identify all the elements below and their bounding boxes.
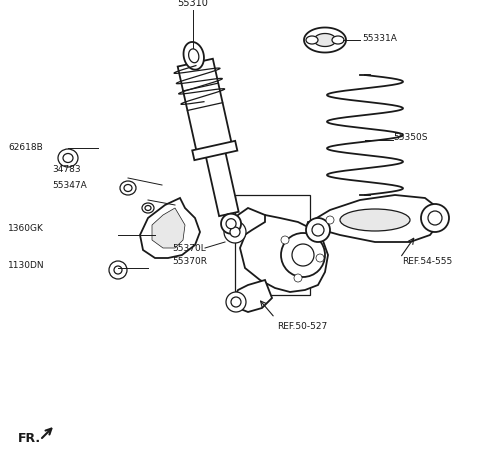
- Circle shape: [224, 221, 246, 243]
- Text: 55347A: 55347A: [52, 181, 87, 190]
- Circle shape: [326, 216, 334, 224]
- Ellipse shape: [124, 184, 132, 191]
- Polygon shape: [232, 208, 265, 238]
- Text: 55350S: 55350S: [393, 134, 428, 143]
- Circle shape: [281, 236, 289, 244]
- Polygon shape: [183, 42, 204, 70]
- Ellipse shape: [312, 224, 324, 236]
- Text: 1360GK: 1360GK: [8, 224, 44, 233]
- Circle shape: [428, 211, 442, 225]
- Ellipse shape: [120, 181, 136, 195]
- Circle shape: [281, 233, 325, 277]
- Ellipse shape: [142, 203, 154, 213]
- Polygon shape: [192, 141, 237, 160]
- Polygon shape: [226, 219, 236, 229]
- Text: 55331A: 55331A: [362, 34, 397, 43]
- Text: FR.: FR.: [18, 431, 41, 445]
- Polygon shape: [189, 49, 199, 63]
- Ellipse shape: [332, 36, 344, 44]
- Polygon shape: [140, 198, 200, 258]
- Text: 34783: 34783: [52, 165, 81, 174]
- Ellipse shape: [306, 218, 330, 242]
- Text: REF.50-527: REF.50-527: [277, 322, 327, 331]
- Text: 1130DN: 1130DN: [8, 261, 45, 270]
- Ellipse shape: [145, 206, 151, 210]
- Ellipse shape: [340, 209, 410, 231]
- Text: 62618B: 62618B: [8, 144, 43, 153]
- Ellipse shape: [58, 149, 78, 167]
- Text: 55370R: 55370R: [172, 257, 207, 266]
- Polygon shape: [178, 59, 232, 155]
- Circle shape: [114, 266, 122, 274]
- Polygon shape: [205, 148, 239, 216]
- Polygon shape: [304, 27, 346, 53]
- Polygon shape: [152, 208, 185, 248]
- Polygon shape: [305, 195, 440, 242]
- Circle shape: [292, 244, 314, 266]
- Text: 55310: 55310: [178, 0, 208, 8]
- Bar: [235, 195, 310, 295]
- Circle shape: [226, 292, 246, 312]
- Circle shape: [230, 227, 240, 237]
- Polygon shape: [221, 214, 241, 234]
- Text: 55370L: 55370L: [172, 244, 206, 253]
- Polygon shape: [234, 280, 272, 312]
- Circle shape: [109, 261, 127, 279]
- Polygon shape: [314, 34, 336, 46]
- Ellipse shape: [306, 36, 318, 44]
- Polygon shape: [240, 215, 328, 292]
- Circle shape: [316, 254, 324, 262]
- Circle shape: [421, 204, 449, 232]
- Text: REF.54-555: REF.54-555: [402, 257, 452, 266]
- Circle shape: [294, 274, 302, 282]
- Ellipse shape: [63, 154, 73, 163]
- Circle shape: [231, 297, 241, 307]
